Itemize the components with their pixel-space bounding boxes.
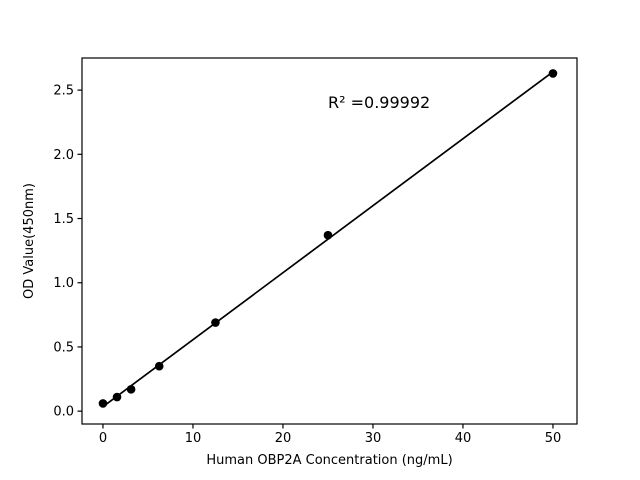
y-axis: 0.0 0.5 1.0 1.5 2.0 2.5	[53, 84, 82, 420]
data-point	[112, 392, 122, 402]
x-tick-label: 40	[455, 431, 472, 446]
y-axis-label: OD Value(450nm)	[22, 183, 37, 299]
data-points	[98, 69, 558, 408]
x-tick-label: 20	[275, 431, 292, 446]
x-tick-label: 30	[365, 431, 382, 446]
data-point	[323, 230, 333, 240]
data-point	[126, 385, 136, 394]
x-tick-label: 50	[545, 431, 562, 446]
r-squared-annotation: R² =0.99992	[328, 93, 430, 112]
y-tick-label: 0.5	[53, 340, 74, 355]
y-tick-label: 1.0	[53, 276, 74, 291]
data-point	[548, 69, 558, 78]
y-tick-label: 1.5	[53, 212, 74, 227]
data-point	[154, 361, 164, 371]
y-tick-label: 0.0	[53, 405, 74, 420]
plot-area	[81, 57, 578, 425]
y-tick-label: 2.0	[53, 148, 74, 163]
x-tick-label: 0	[99, 431, 107, 446]
data-point	[211, 318, 220, 327]
y-tick-label: 2.5	[53, 84, 74, 99]
x-tick-label: 10	[185, 431, 202, 446]
x-axis: 0 10 20 30 40 50	[99, 424, 561, 446]
x-axis-label: Human OBP2A Concentration (ng/mL)	[206, 453, 452, 468]
data-point	[98, 399, 108, 408]
